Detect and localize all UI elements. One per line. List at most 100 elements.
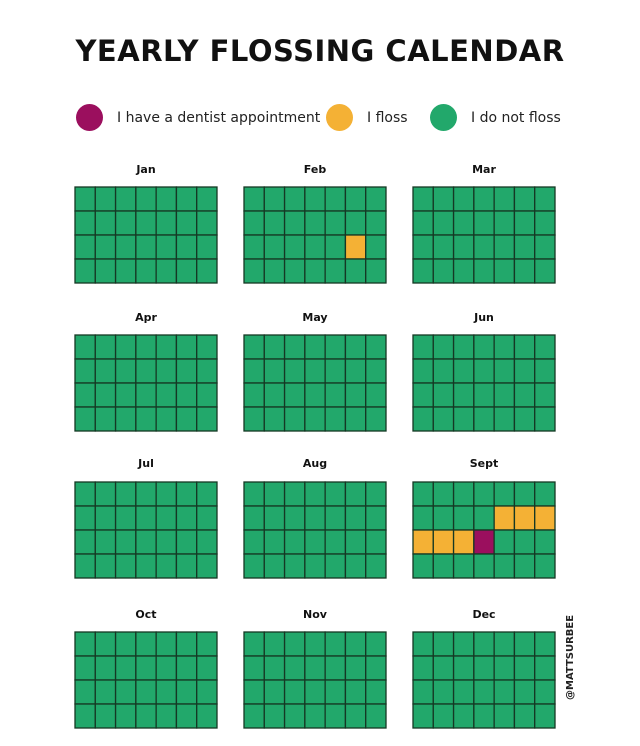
day-cell-no-floss (493, 655, 516, 681)
day-cell-no-floss (243, 505, 265, 531)
day-cell-no-floss (283, 186, 306, 212)
day-cell-no-floss (534, 234, 556, 260)
day-cell-no-floss (513, 553, 536, 579)
day-cell-no-floss (114, 553, 137, 579)
day-cell-no-floss (74, 553, 96, 579)
day-cell-no-floss (243, 481, 265, 507)
legend-item-no-floss: I do not floss (430, 104, 561, 131)
day-cell-no-floss (534, 258, 556, 284)
day-cell-no-floss (452, 258, 475, 284)
day-cell-no-floss (534, 529, 556, 555)
day-cell-no-floss (365, 481, 387, 507)
day-cell-no-floss (513, 703, 536, 729)
day-cell-no-floss (74, 631, 96, 657)
day-cell-no-floss (432, 258, 455, 284)
day-cell-no-floss (155, 505, 178, 531)
month-grid-feb (243, 186, 387, 284)
day-cell-no-floss (94, 358, 117, 384)
day-cell-no-floss (534, 186, 556, 212)
day-cell-no-floss (196, 679, 218, 705)
day-cell-no-floss (513, 210, 536, 236)
day-cell-no-floss (114, 529, 137, 555)
day-cell-no-floss (94, 334, 117, 360)
legend-swatch-dentist (76, 104, 103, 131)
month-label-nov: Nov (303, 608, 327, 621)
day-cell-no-floss (304, 406, 326, 432)
day-cell-no-floss (74, 258, 96, 284)
month-label-feb: Feb (303, 163, 327, 176)
day-cell-no-floss (412, 679, 434, 705)
day-cell-no-floss (513, 529, 536, 555)
day-cell-no-floss (114, 703, 137, 729)
day-cell-no-floss (196, 382, 218, 408)
day-cell-no-floss (94, 481, 117, 507)
day-cell-no-floss (493, 210, 516, 236)
day-cell-no-floss (114, 679, 137, 705)
day-cell-no-floss (196, 234, 218, 260)
day-cell-no-floss (94, 406, 117, 432)
day-cell-no-floss (155, 703, 178, 729)
day-cell-no-floss (534, 210, 556, 236)
day-cell-no-floss (175, 358, 198, 384)
day-cell-no-floss (175, 234, 198, 260)
day-cell-no-floss (473, 210, 495, 236)
day-cell-no-floss (324, 553, 347, 579)
day-cell-no-floss (155, 406, 178, 432)
day-cell-no-floss (304, 481, 326, 507)
day-cell-no-floss (344, 553, 367, 579)
day-cell-no-floss (74, 358, 96, 384)
day-cell-no-floss (344, 655, 367, 681)
day-cell-no-floss (304, 505, 326, 531)
day-cell-no-floss (155, 186, 178, 212)
day-cell-no-floss (473, 631, 495, 657)
legend-item-dentist: I have a dentist appointment (76, 104, 320, 131)
day-cell-no-floss (513, 186, 536, 212)
day-cell-no-floss (243, 679, 265, 705)
day-cell-no-floss (135, 258, 157, 284)
day-cell-no-floss (304, 703, 326, 729)
day-cell-no-floss (473, 553, 495, 579)
day-cell-floss (534, 505, 556, 531)
day-cell-no-floss (534, 481, 556, 507)
day-cell-no-floss (196, 481, 218, 507)
day-cell-no-floss (344, 505, 367, 531)
day-cell-no-floss (344, 406, 367, 432)
day-cell-no-floss (344, 186, 367, 212)
day-cell-no-floss (135, 631, 157, 657)
day-cell-no-floss (432, 334, 455, 360)
day-cell-no-floss (534, 703, 556, 729)
day-cell-no-floss (432, 234, 455, 260)
day-cell-no-floss (432, 655, 455, 681)
day-cell-no-floss (135, 186, 157, 212)
day-cell-no-floss (365, 655, 387, 681)
month-label-jan: Jan (136, 163, 156, 176)
day-cell-no-floss (263, 358, 286, 384)
month-label-oct: Oct (135, 608, 157, 621)
day-cell-no-floss (175, 703, 198, 729)
day-cell-no-floss (412, 553, 434, 579)
day-cell-no-floss (344, 631, 367, 657)
day-cell-no-floss (534, 631, 556, 657)
day-cell-no-floss (452, 234, 475, 260)
day-cell-no-floss (243, 334, 265, 360)
day-cell-no-floss (263, 258, 286, 284)
day-cell-no-floss (452, 334, 475, 360)
day-cell-no-floss (263, 406, 286, 432)
day-cell-no-floss (493, 406, 516, 432)
day-cell-no-floss (304, 358, 326, 384)
day-cell-no-floss (365, 631, 387, 657)
day-cell-no-floss (74, 334, 96, 360)
day-cell-no-floss (243, 631, 265, 657)
day-cell-no-floss (412, 382, 434, 408)
day-cell-no-floss (493, 334, 516, 360)
day-cell-no-floss (196, 703, 218, 729)
credit-watermark: @MATTSURBEE (565, 614, 576, 700)
day-cell-no-floss (493, 529, 516, 555)
day-cell-no-floss (196, 358, 218, 384)
day-cell-no-floss (365, 334, 387, 360)
day-cell-no-floss (94, 553, 117, 579)
day-cell-no-floss (94, 258, 117, 284)
day-cell-no-floss (473, 703, 495, 729)
day-cell-no-floss (473, 406, 495, 432)
day-cell-floss (452, 529, 475, 555)
